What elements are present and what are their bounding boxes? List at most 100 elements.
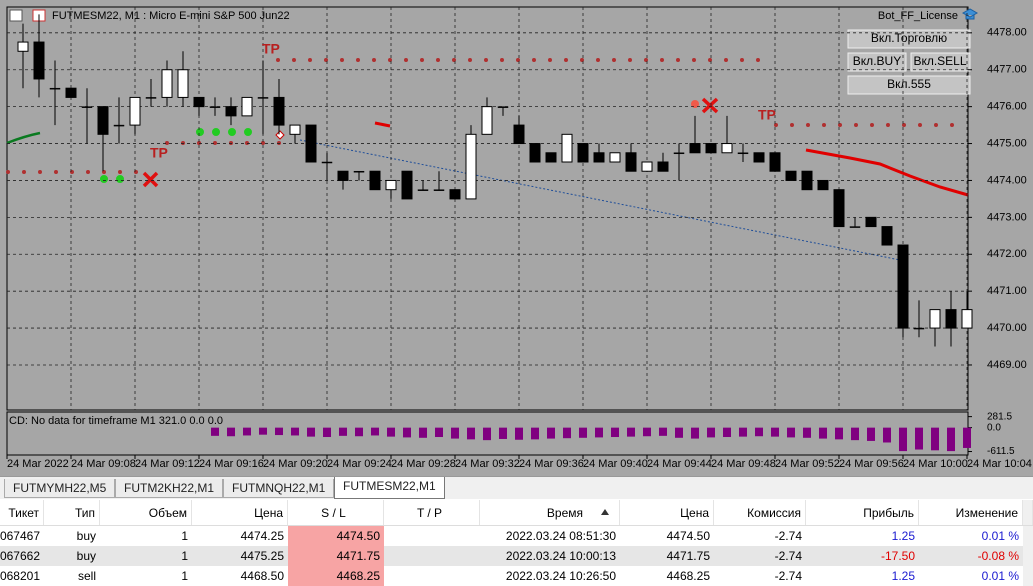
candle — [161, 60, 173, 107]
ma-line — [6, 131, 41, 145]
table-cell: 2022.03.24 10:26:50 — [505, 569, 616, 583]
candle-body — [449, 189, 461, 200]
candle-body — [193, 96, 205, 108]
histogram-bar — [211, 427, 219, 436]
tab[interactable]: FUTM2KH22,M1 — [115, 479, 224, 498]
x-tick-label: 24 Mar 09:16 — [199, 458, 264, 470]
scrollbar[interactable] — [1023, 526, 1033, 546]
header-cell[interactable]: Комиссия — [714, 500, 806, 525]
header-cell[interactable]: Прибыль — [806, 500, 919, 525]
button-label[interactable]: Вкл.Торговлю — [871, 31, 947, 45]
candle-body — [513, 124, 525, 145]
candle — [577, 143, 589, 163]
header-cell[interactable]: Цена — [192, 500, 288, 525]
y-tick-label: 4476.00 — [987, 101, 1027, 113]
candle — [49, 60, 61, 126]
tab[interactable]: FUTMESM22,M1 — [334, 477, 445, 499]
table-row[interactable]: 9067662 buy 1 4475.25 4471.75 2022.03.24 10:0… — [0, 546, 1033, 566]
histogram-bar — [371, 427, 379, 436]
candle — [225, 97, 237, 126]
histogram-bar — [707, 427, 715, 438]
candle — [657, 152, 669, 172]
table-cell: -2.74 — [774, 569, 802, 583]
candle — [401, 170, 413, 200]
table-cell: buy — [76, 549, 96, 563]
candle-body — [369, 170, 381, 191]
candle-body — [273, 96, 285, 126]
button-label[interactable]: Вкл.BUY — [853, 54, 901, 68]
table-cell: sell — [77, 569, 96, 583]
histogram-bar — [627, 427, 635, 437]
y-tick-label: 4469.00 — [987, 359, 1027, 371]
header-cell[interactable]: Время — [480, 500, 620, 525]
header-cell[interactable]: Цена — [620, 500, 714, 525]
candle — [417, 180, 429, 191]
candle — [625, 143, 637, 172]
candle — [353, 170, 365, 181]
candle-body — [737, 152, 749, 155]
table-row[interactable]: 9067467 buy 1 4474.25 4474.50 2022.03.24 08:5… — [0, 526, 1033, 546]
tp-label: TP — [758, 107, 776, 123]
histogram-bar — [755, 427, 763, 437]
histogram-bar — [259, 427, 267, 435]
histogram-bar — [355, 427, 363, 437]
histogram-bar — [691, 427, 699, 439]
header-cell[interactable]: Тип — [44, 500, 100, 525]
histogram-bar — [419, 427, 427, 438]
ma-line — [374, 121, 391, 128]
candle-body — [97, 106, 109, 135]
y-tick-label: 4477.00 — [987, 64, 1027, 76]
scrollbar[interactable] — [1023, 546, 1033, 566]
candle — [465, 125, 477, 200]
candle-body — [17, 41, 29, 52]
scrollbar[interactable] — [1023, 566, 1033, 586]
histogram-bar — [931, 427, 939, 451]
button[interactable] — [847, 29, 971, 49]
table-row[interactable]: 9068201 sell 1 4468.50 4468.25 2022.03.24 10:… — [0, 566, 1033, 586]
candle-body — [401, 170, 413, 200]
table-cell: 2022.03.24 10:00:13 — [505, 549, 616, 563]
candle — [209, 97, 221, 116]
header-cell[interactable]: Изменение — [919, 500, 1023, 525]
candle-body — [561, 133, 573, 163]
candle-body — [337, 170, 349, 181]
table-body: 9067467 buy 1 4474.25 4474.50 2022.03.24 08:5… — [0, 526, 1033, 586]
header-cell[interactable]: T / P — [384, 500, 480, 525]
button-label[interactable]: Вкл.SELL — [913, 54, 966, 68]
candle-body — [577, 143, 589, 163]
header-cell[interactable]: Тикет — [0, 500, 44, 525]
histogram-bar — [499, 427, 507, 439]
histogram-bar — [739, 427, 747, 437]
candle — [305, 124, 317, 163]
table-cell: 4468.25 — [288, 566, 384, 586]
candle — [369, 170, 381, 191]
button[interactable] — [910, 52, 971, 72]
candle — [641, 161, 653, 172]
y-tick-label: 281.5 — [987, 411, 1012, 422]
candle — [705, 143, 717, 154]
table-cell: 4471.75 — [666, 549, 710, 563]
table-cell: 4468.50 — [240, 569, 284, 583]
header-cell[interactable]: Объем — [100, 500, 192, 525]
table-cell: 4474.50 — [288, 526, 384, 546]
header-cell[interactable]: S / L — [288, 500, 384, 525]
table-cell — [384, 526, 480, 546]
candle-body — [305, 124, 317, 163]
candle — [769, 152, 781, 172]
button[interactable] — [847, 75, 971, 95]
table-cell: 9068201 — [0, 569, 40, 583]
y-tick-label: 4473.00 — [987, 211, 1027, 223]
tab[interactable]: FUTMNQH22,M1 — [223, 479, 335, 498]
button-label[interactable]: Вкл.555 — [887, 77, 931, 91]
table-cell: 9067662 — [0, 549, 40, 563]
candle — [273, 78, 285, 135]
candle-body — [689, 143, 701, 154]
tab[interactable]: FUTMYMH22,M5 — [4, 479, 116, 498]
button[interactable] — [847, 52, 907, 72]
candle-body — [705, 143, 717, 154]
header-text: Время — [546, 505, 583, 520]
candle-body — [721, 143, 733, 154]
scrollbar[interactable] — [1023, 500, 1033, 525]
candle — [97, 106, 109, 172]
candle-body — [961, 309, 973, 329]
